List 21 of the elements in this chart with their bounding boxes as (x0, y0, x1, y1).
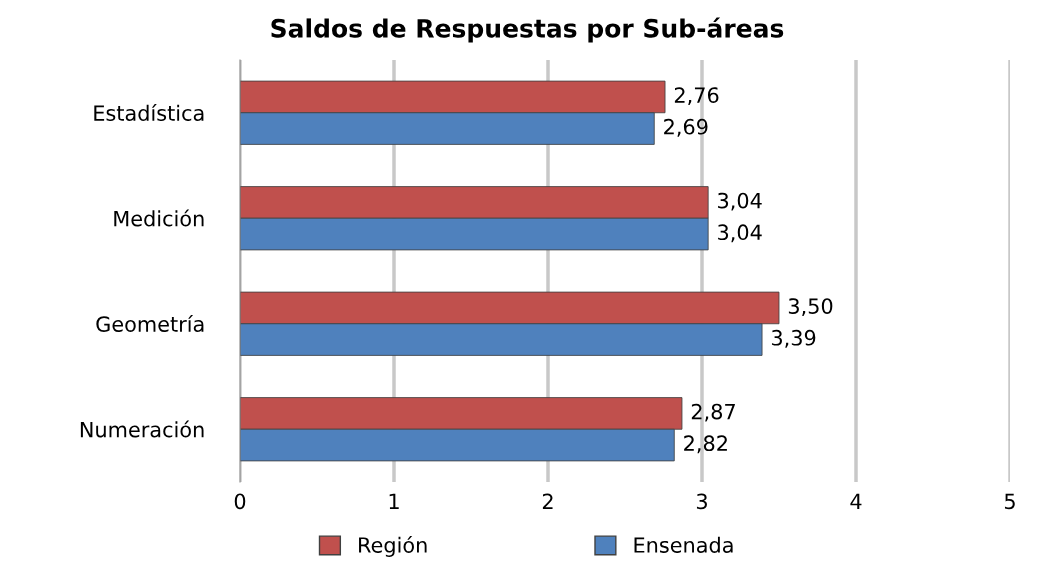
y-tick-label: Numeración (80, 420, 204, 438)
x-tick-label: 1 (389, 493, 399, 509)
data-label: 3,04 (718, 224, 762, 243)
data-label: 2,87 (691, 403, 735, 422)
x-tick-label: 4 (850, 493, 862, 509)
x-tick-label: 2 (542, 493, 553, 509)
y-tick-label: Estadística (94, 104, 204, 121)
x-tick-label: 5 (1004, 493, 1015, 510)
legend-label: Ensenada (634, 536, 733, 553)
data-label: 2,82 (684, 435, 727, 454)
x-tick-label: 0 (234, 493, 246, 510)
data-label: 2,69 (664, 118, 708, 137)
chart-title: Saldos de Respuestas por Sub-áreas (271, 17, 784, 43)
data-label: 2,76 (674, 87, 719, 106)
data-label: 3,04 (718, 192, 762, 211)
legend-label: Región (359, 535, 427, 557)
x-tick-label: 3 (696, 493, 707, 510)
data-label: 3,39 (771, 329, 816, 348)
y-tick-label: Geometría (96, 315, 204, 332)
data-label: 3,50 (788, 298, 833, 317)
y-tick-label: Medición (114, 209, 204, 227)
